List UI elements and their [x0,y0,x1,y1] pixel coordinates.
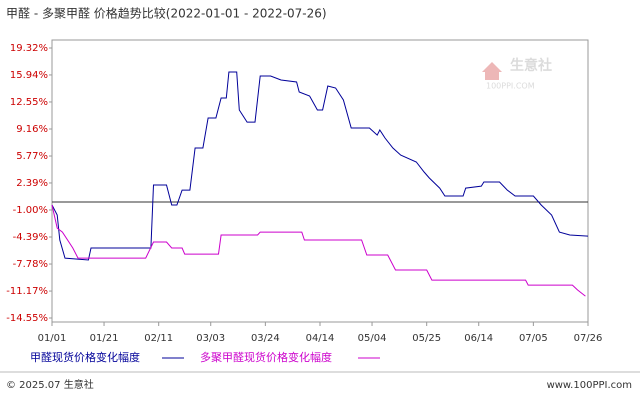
y-tick-label: 12.55% [10,97,48,108]
y-tick-label: 2.39% [16,178,48,189]
watermark-name: 生意社 [510,57,552,74]
footer-right: www.100PPI.com [547,380,632,391]
watermark-icon [482,62,502,80]
footer-left: © 2025.07 生意社 [6,378,94,391]
plot-area [51,39,589,323]
x-tick-label: 07/05 [519,333,548,344]
y-tick-label: -11.17% [6,286,48,297]
x-tick-label: 07/26 [574,333,603,344]
series-line [51,71,589,261]
series-line [51,204,586,297]
x-tick-label: 02/11 [144,333,173,344]
chart-title: 甲醛 - 多聚甲醛 价格趋势比较(2022-01-01 - 2022-07-26… [6,6,327,21]
x-tick-label: 03/24 [251,333,280,344]
watermark-site: 100PPI.COM [486,82,535,91]
y-tick-label: -4.39% [13,232,48,243]
x-tick-label: 06/14 [464,333,493,344]
x-tick-label: 04/14 [306,333,335,344]
y-tick-label: -14.55% [6,313,48,324]
x-tick-label: 01/01 [38,333,67,344]
y-tick-label: 19.32% [10,43,48,54]
watermark: 生意社 100PPI.COM [482,57,552,91]
y-tick-label: 9.16% [16,124,48,135]
x-tick-label: 01/21 [90,333,119,344]
legend-label: 甲醛现货价格变化幅度 [30,350,140,364]
x-tick-label: 05/04 [358,333,387,344]
y-tick-label: -1.00% [13,205,48,216]
x-tick-label: 05/25 [412,333,441,344]
y-tick-label: 15.94% [10,70,48,81]
legend-label: 多聚甲醛现货价格变化幅度 [200,350,332,364]
y-tick-label: -7.78% [13,259,48,270]
x-tick-label: 03/03 [196,333,225,344]
y-tick-label: 5.77% [16,151,48,162]
